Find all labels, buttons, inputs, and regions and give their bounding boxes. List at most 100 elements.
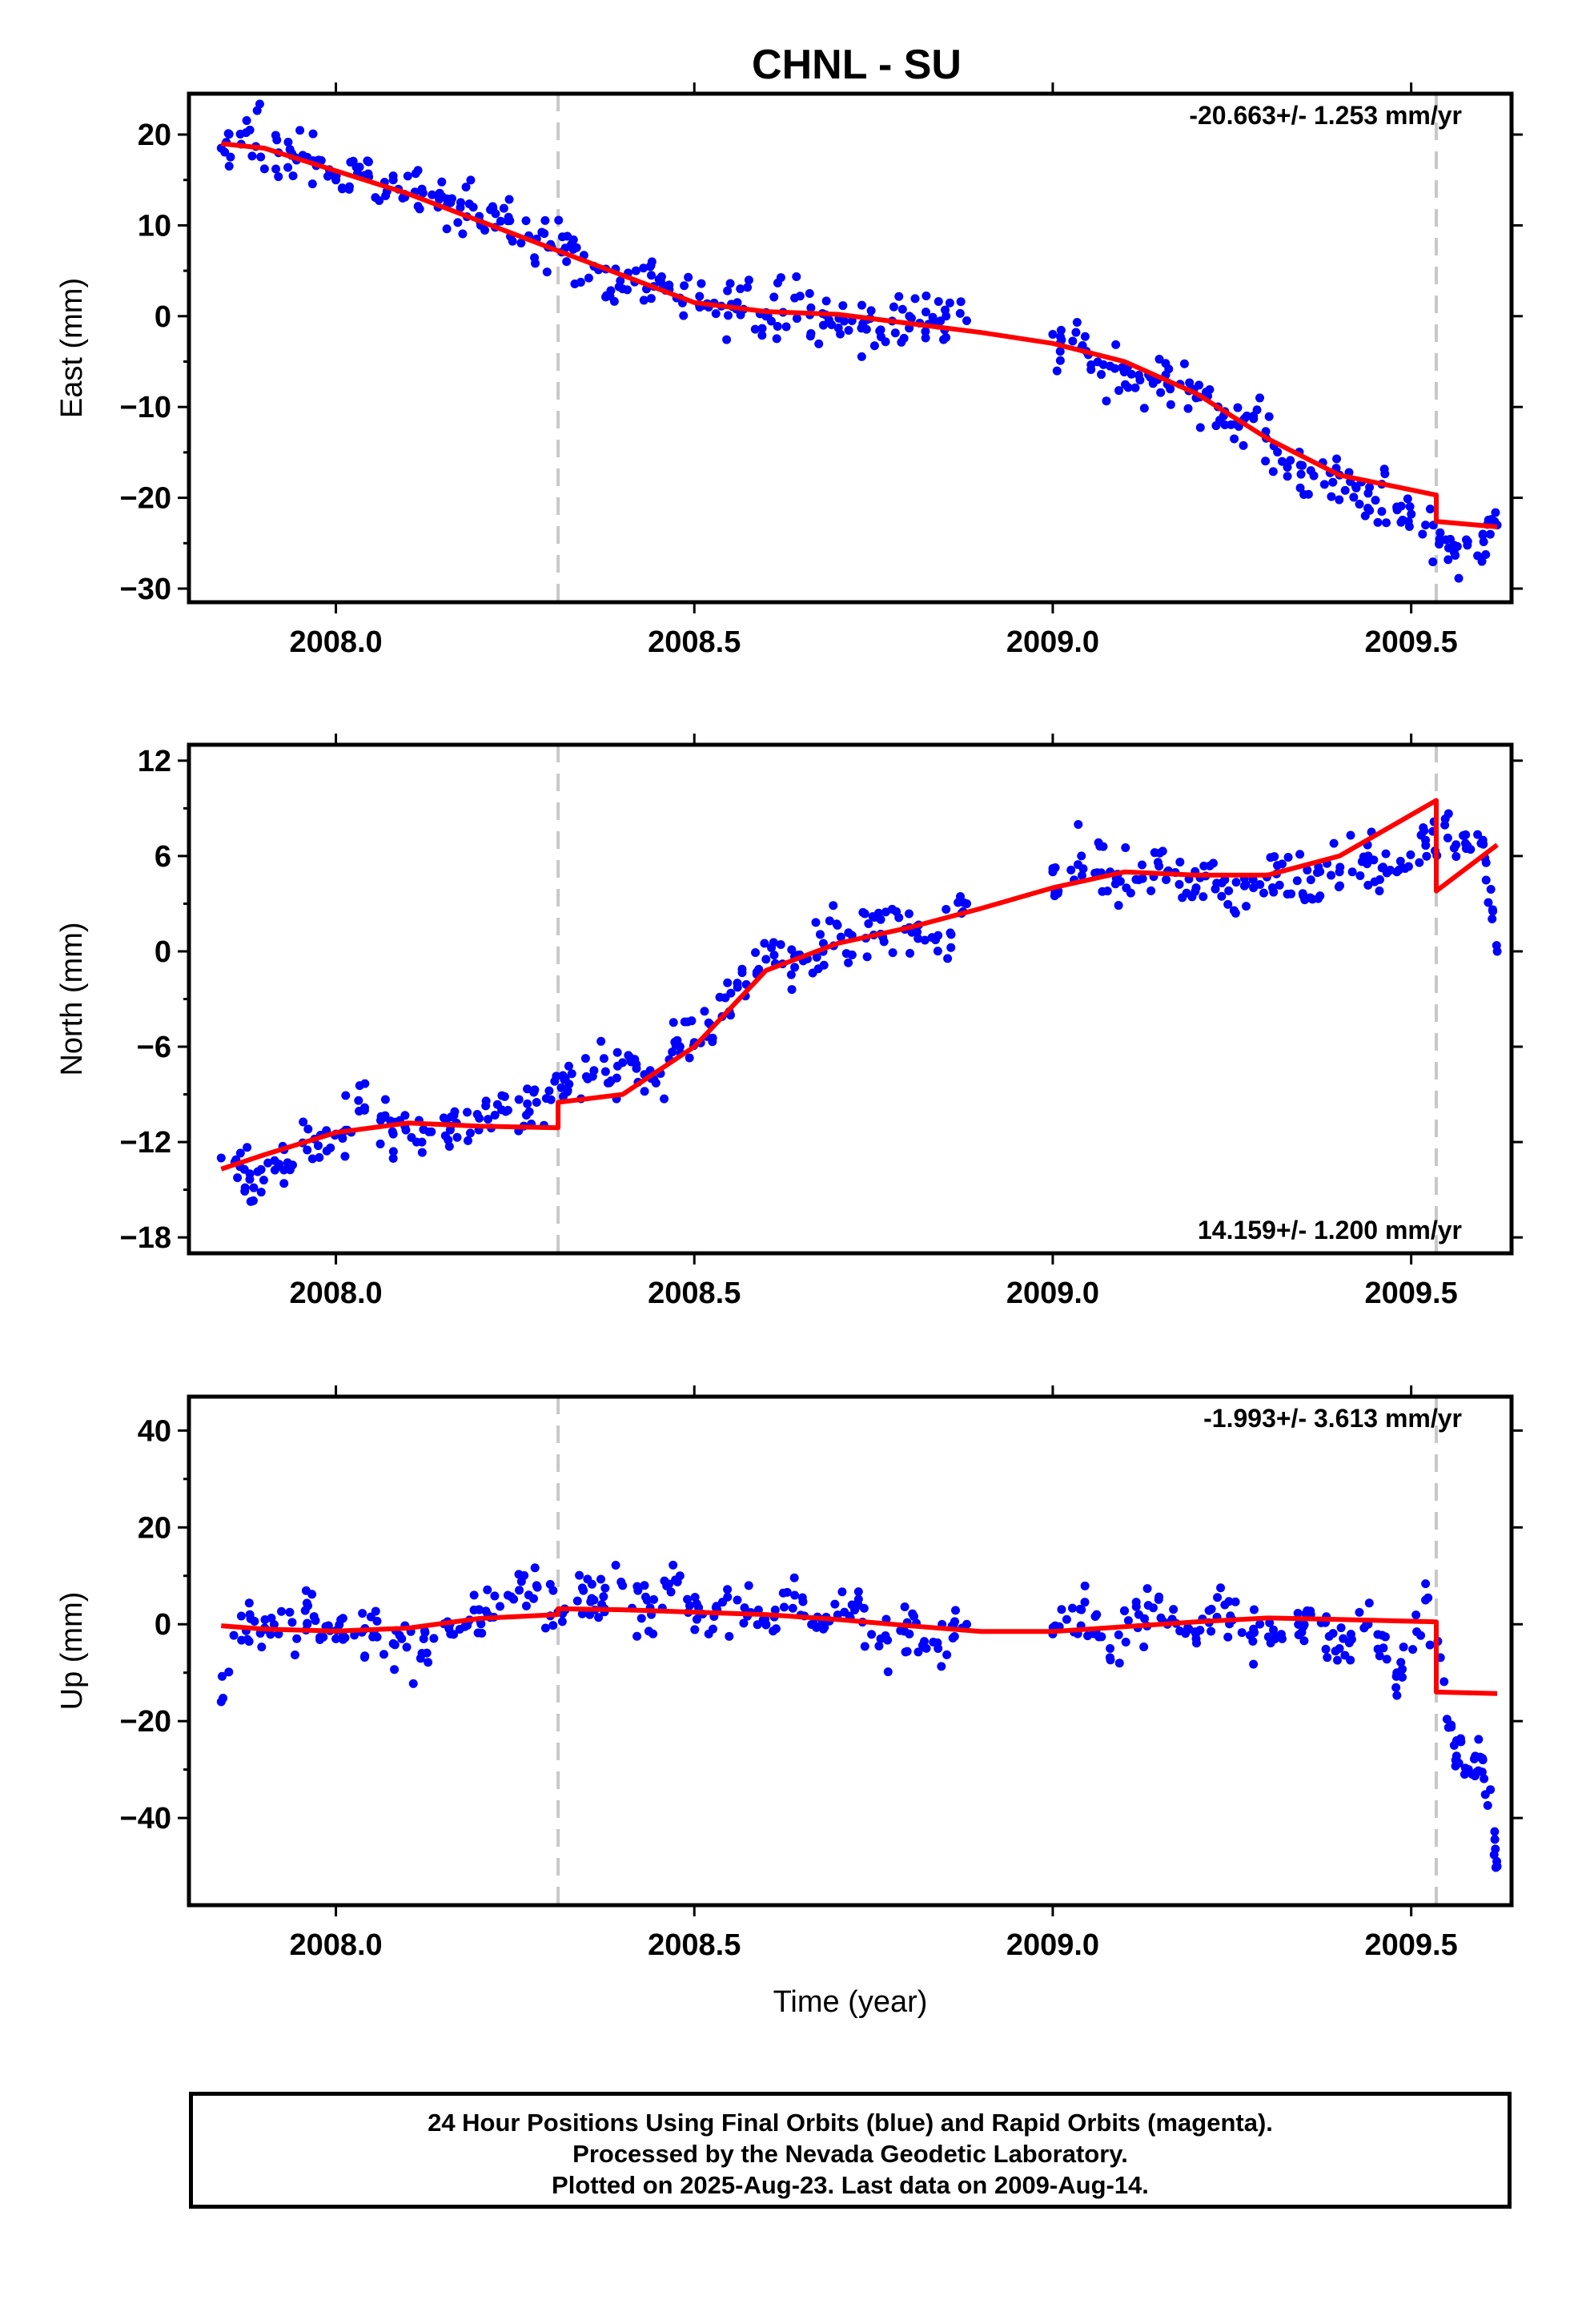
data-point — [814, 339, 824, 348]
data-point — [1491, 1844, 1500, 1854]
data-point — [833, 920, 842, 930]
data-point — [1294, 1630, 1303, 1640]
data-point — [660, 1576, 669, 1586]
data-point — [857, 352, 866, 361]
data-point — [340, 1152, 350, 1161]
data-point — [466, 175, 476, 185]
data-point — [904, 909, 913, 919]
data-point — [469, 1605, 479, 1614]
x-tick-label: 2009.5 — [1365, 1277, 1458, 1310]
data-point — [685, 1053, 694, 1063]
data-point — [1315, 891, 1325, 901]
data-point — [1293, 1608, 1303, 1618]
data-point — [956, 297, 966, 307]
data-point — [830, 1599, 840, 1609]
data-point — [786, 970, 796, 979]
data-point — [907, 927, 917, 937]
data-point — [1077, 870, 1086, 880]
data-point — [779, 1602, 789, 1612]
data-point — [249, 1183, 259, 1192]
data-point — [1142, 1584, 1152, 1594]
data-point — [1266, 1638, 1275, 1648]
data-point — [609, 296, 619, 306]
data-point — [1473, 551, 1483, 561]
data-point — [684, 272, 693, 282]
data-point — [1491, 1863, 1500, 1872]
data-point — [1299, 1636, 1309, 1646]
data-point — [1080, 1598, 1090, 1607]
data-point — [1421, 521, 1431, 530]
data-point — [1451, 1755, 1460, 1765]
data-point — [1224, 1597, 1234, 1606]
x-tick-label: 2009.0 — [1006, 1928, 1099, 1962]
data-point — [1175, 857, 1185, 866]
data-point — [1415, 858, 1424, 867]
data-point — [876, 332, 885, 342]
data-point — [736, 310, 745, 320]
data-point — [937, 1662, 946, 1671]
data-point — [1048, 329, 1058, 339]
data-point — [239, 1164, 249, 1174]
data-point — [350, 1630, 359, 1640]
data-point — [472, 1109, 482, 1119]
data-point — [648, 1629, 658, 1638]
data-point — [1490, 1835, 1500, 1844]
data-point — [1265, 1618, 1275, 1627]
data-point — [299, 1117, 308, 1127]
data-point — [476, 1619, 486, 1629]
data-point — [599, 1054, 608, 1063]
data-point — [1126, 369, 1136, 379]
data-point — [274, 172, 283, 182]
data-point — [1488, 915, 1497, 924]
data-point — [1336, 1623, 1346, 1633]
data-point — [1231, 1597, 1240, 1606]
data-point — [1375, 1651, 1384, 1661]
data-point — [412, 1137, 421, 1147]
data-point — [962, 316, 972, 325]
data-point — [1440, 820, 1450, 830]
data-point — [1056, 325, 1066, 335]
data-point — [1086, 360, 1096, 369]
data-point — [1255, 879, 1265, 889]
data-point — [422, 1648, 432, 1658]
data-point — [1249, 1659, 1259, 1669]
data-point — [905, 948, 915, 958]
data-point — [256, 1188, 266, 1197]
data-point — [1227, 420, 1236, 429]
data-point — [1407, 509, 1416, 519]
data-point — [279, 1165, 289, 1175]
data-point — [754, 964, 764, 974]
data-point — [1382, 518, 1391, 528]
data-point — [1468, 1770, 1477, 1779]
data-point — [358, 1609, 367, 1618]
data-point — [371, 1606, 380, 1616]
data-point — [900, 1602, 909, 1611]
data-point — [743, 283, 753, 292]
data-point — [883, 1667, 893, 1677]
data-point — [307, 1590, 317, 1599]
data-point — [287, 1618, 297, 1627]
data-point — [1268, 467, 1278, 476]
data-point — [894, 292, 904, 301]
figure-title: CHNL - SU — [752, 42, 962, 88]
data-point — [740, 1603, 749, 1613]
data-point — [1319, 480, 1329, 489]
data-point — [529, 1088, 539, 1097]
data-point — [685, 1601, 694, 1610]
data-point — [1422, 851, 1431, 861]
data-point — [331, 1634, 341, 1643]
data-point — [869, 912, 879, 922]
data-point — [1486, 1785, 1496, 1795]
data-point — [792, 314, 801, 324]
y-tick-label: 0 — [155, 935, 171, 969]
data-point — [921, 308, 930, 317]
data-point — [827, 320, 837, 330]
data-point — [631, 266, 640, 275]
data-point — [821, 296, 831, 306]
data-points — [216, 809, 1502, 1206]
data-point — [1474, 1735, 1484, 1744]
data-point — [1335, 881, 1345, 891]
data-point — [219, 1694, 228, 1703]
data-point — [461, 183, 471, 192]
data-point — [363, 156, 372, 166]
